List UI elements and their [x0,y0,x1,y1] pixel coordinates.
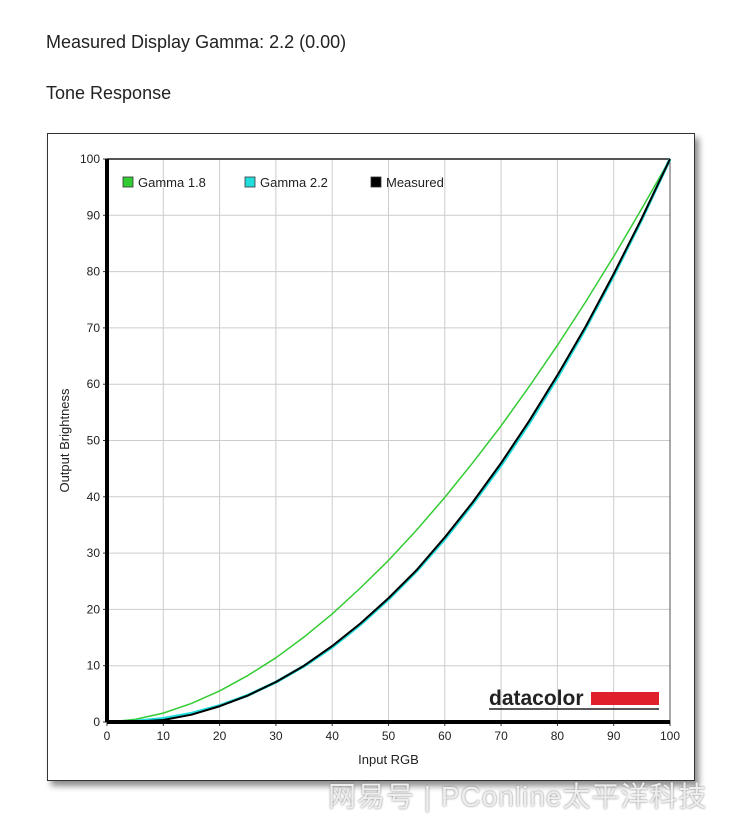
x-tick-label: 0 [104,729,111,743]
y-axis-label: Output Brightness [57,388,72,493]
y-tick-label: 30 [87,546,101,560]
x-axis-label: Input RGB [358,752,419,767]
legend-label: Gamma 1.8 [138,175,206,190]
y-tick-label: 10 [87,659,101,673]
x-tick-label: 100 [660,729,680,743]
x-tick-label: 10 [157,729,171,743]
y-tick-label: 100 [80,152,100,166]
y-tick-label: 90 [87,208,101,222]
legend-label: Measured [386,175,444,190]
x-tick-label: 70 [494,729,508,743]
y-tick-label: 20 [87,602,101,616]
series-line-gamma-1-8 [106,158,671,723]
x-tick-label: 80 [551,729,565,743]
y-tick-label: 60 [87,377,101,391]
y-tick-label: 70 [87,321,101,335]
measured-gamma-text: Measured Display Gamma: 2.2 (0.00) [46,32,347,52]
legend-swatch [244,176,256,188]
x-tick-label: 90 [607,729,621,743]
y-tick-label: 40 [87,490,101,504]
y-tick-label: 0 [93,715,100,729]
datacolor-logo-bar [591,692,659,705]
x-tick-label: 30 [269,729,283,743]
legend-swatch [122,176,134,188]
x-tick-label: 40 [326,729,340,743]
x-tick-label: 50 [382,729,396,743]
x-tick-label: 20 [213,729,227,743]
watermark: 网易号 | PConline太平洋科技 [328,781,708,812]
legend-swatch [370,176,382,188]
legend-label: Gamma 2.2 [260,175,328,190]
series-line-measured [106,158,671,723]
y-tick-label: 50 [87,434,101,448]
section-title: Tone Response [46,83,172,103]
y-tick-label: 80 [87,265,101,279]
tone-response-chart: 0 10 20 30 40 50 60 70 80 90 100 0 10 20 30 40 50 60 70 80 9… [47,133,695,781]
x-tick-label: 60 [438,729,452,743]
chart-svg: 0 10 20 30 40 50 60 70 80 90 100 0 10 20 30 40 50 60 70 80 9… [57,152,680,767]
datacolor-logo: datacolor [489,687,584,710]
